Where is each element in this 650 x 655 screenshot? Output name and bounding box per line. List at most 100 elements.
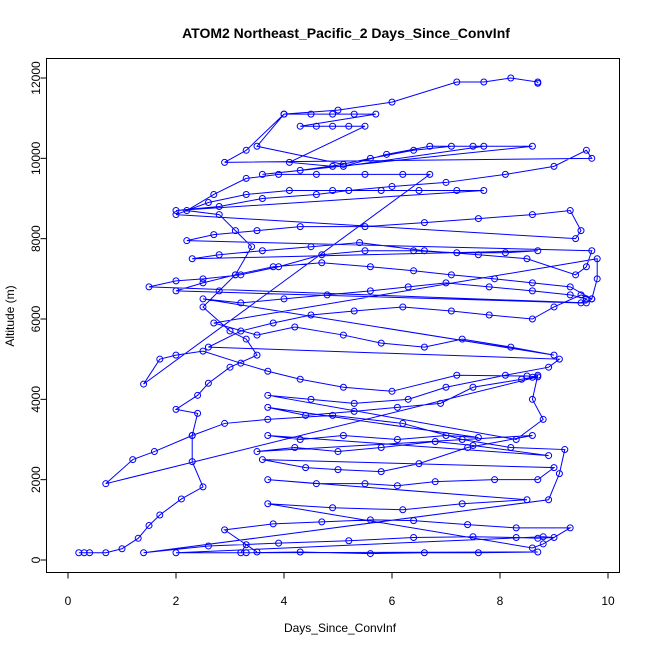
data-point: [528, 544, 536, 552]
data-point: [177, 495, 185, 503]
data-point: [507, 444, 515, 452]
data-point: [550, 303, 558, 311]
data-point: [210, 190, 218, 198]
data-point: [361, 170, 369, 178]
data-point: [377, 339, 385, 347]
data-point: [237, 549, 245, 557]
plot-points: [75, 74, 601, 558]
data-point: [534, 371, 542, 379]
data-point: [188, 458, 196, 466]
data-point: [242, 146, 250, 154]
data-point: [550, 464, 558, 472]
data-point: [534, 548, 542, 556]
data-point: [512, 524, 520, 532]
data-point: [145, 283, 153, 291]
data-point: [528, 142, 536, 150]
data-point: [253, 142, 261, 150]
data-point: [393, 482, 401, 490]
data-point: [464, 521, 472, 529]
data-point: [512, 534, 520, 542]
data-point: [415, 460, 423, 468]
data-point: [372, 110, 380, 118]
data-point: [248, 243, 256, 251]
data-point: [458, 436, 466, 443]
data-point: [528, 315, 536, 323]
data-point: [528, 431, 536, 439]
data-point: [221, 419, 229, 427]
data-point: [561, 446, 569, 454]
data-point: [491, 275, 499, 283]
data-point: [307, 110, 315, 118]
data-point: [437, 399, 445, 407]
data-point: [280, 110, 288, 118]
data-point: [237, 327, 245, 335]
x-axis-label: Days_Since_ConvInf: [284, 621, 397, 635]
data-point: [399, 419, 407, 427]
data-point: [296, 223, 304, 231]
data-point: [312, 480, 320, 488]
data-point: [307, 311, 315, 319]
data-point: [339, 383, 347, 391]
data-point: [350, 407, 358, 415]
data-point: [426, 170, 434, 178]
data-point: [377, 468, 385, 476]
data-point: [501, 249, 509, 257]
data-point: [280, 295, 288, 303]
data-point: [588, 295, 596, 303]
data-point: [221, 158, 229, 166]
data-point: [318, 259, 326, 267]
x-tick-label: 10: [601, 594, 615, 608]
data-point: [258, 247, 266, 255]
data-point: [221, 526, 229, 534]
data-point: [593, 275, 601, 283]
data-point: [172, 207, 180, 215]
data-point: [453, 249, 461, 257]
data-point: [447, 271, 455, 279]
data-point: [237, 359, 245, 367]
data-point: [447, 142, 455, 150]
data-point: [442, 279, 450, 287]
data-point: [480, 142, 488, 150]
data-point: [539, 540, 547, 548]
data-point: [501, 170, 509, 178]
data-point: [258, 456, 266, 464]
data-point: [593, 255, 601, 263]
y-axis: 0 2000 4000 6000 8000 10000 12000: [29, 61, 47, 563]
data-point: [312, 170, 320, 178]
data-point: [458, 335, 466, 343]
data-point: [566, 524, 574, 532]
data-point: [550, 534, 558, 542]
data-point: [474, 433, 482, 441]
data-point: [204, 379, 212, 387]
data-point: [420, 549, 428, 557]
data-point: [329, 186, 337, 194]
data-point: [134, 534, 142, 542]
data-point: [242, 549, 250, 557]
data-point: [296, 375, 304, 383]
data-point: [410, 534, 418, 542]
data-point: [204, 542, 212, 550]
data-point: [183, 237, 191, 245]
data-point: [329, 110, 337, 118]
x-tick-label: 8: [497, 594, 504, 608]
data-point: [264, 367, 272, 375]
data-point: [264, 476, 272, 484]
data-point: [118, 545, 126, 553]
data-point: [329, 411, 337, 419]
data-point: [566, 291, 574, 299]
x-tick-label: 4: [281, 594, 288, 608]
data-point: [253, 548, 261, 556]
data-point: [172, 211, 180, 219]
data-point: [523, 496, 531, 504]
data-point: [258, 170, 266, 178]
data-point: [361, 247, 369, 255]
data-point: [410, 146, 418, 154]
data-point: [264, 415, 272, 423]
data-point: [474, 215, 482, 223]
data-point: [420, 247, 428, 255]
data-point: [410, 267, 418, 275]
data-point: [264, 431, 272, 439]
data-point: [447, 307, 455, 315]
data-point: [410, 247, 418, 255]
data-point: [528, 287, 536, 295]
